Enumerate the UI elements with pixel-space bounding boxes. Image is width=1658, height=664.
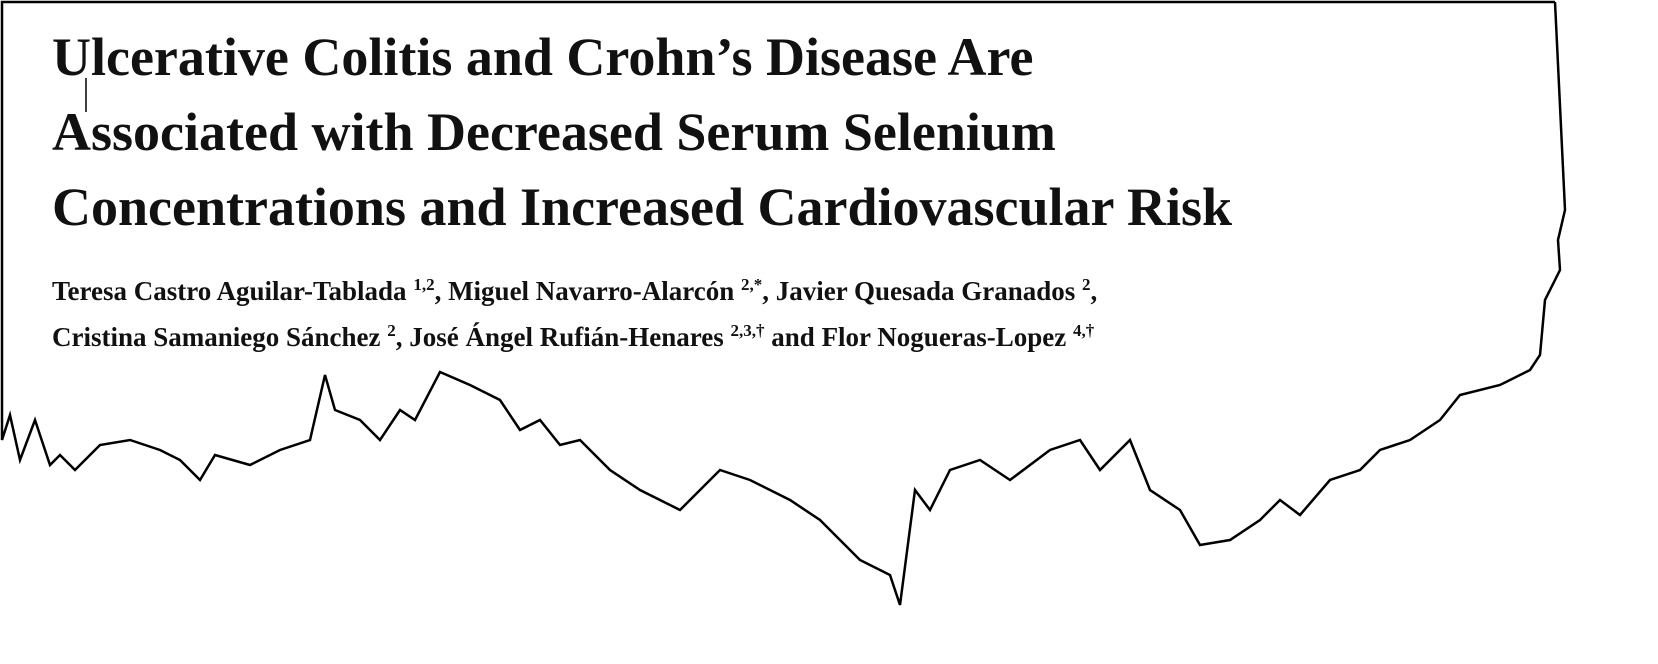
separator: , [762,276,770,306]
affiliation: 2,3,† [730,321,765,340]
separator: , [1090,276,1098,306]
author-name: José Ángel Rufián-Henares [409,322,724,352]
affiliation: 1,2 [413,275,435,294]
separator: , [395,322,403,352]
affiliation: 2 [1082,275,1091,294]
conjunction: and [771,322,815,352]
author-name: Javier Quesada Granados [775,276,1076,306]
author: Teresa Castro Aguilar-Tablada 1,2, [52,276,441,306]
author: José Ángel Rufián-Henares 2,3,† [409,322,764,352]
author-name: Teresa Castro Aguilar-Tablada [52,276,407,306]
title-line: Ulcerative Colitis and Crohn’s Disease A… [52,27,1034,87]
author-line: Cristina Samaniego Sánchez 2, José Ángel… [52,314,1097,360]
title-line: Concentrations and Increased Cardiovascu… [52,177,1233,237]
author-name: Miguel Navarro-Alarcón [448,276,735,306]
author: Miguel Navarro-Alarcón 2,*, [448,276,769,306]
affiliation: 2 [387,321,396,340]
author: Javier Quesada Granados 2, [776,276,1098,306]
separator: , [434,276,442,306]
author-name: Cristina Samaniego Sánchez [52,322,381,352]
author-name: Flor Nogueras-Lopez [821,322,1067,352]
affiliation: 2,* [741,275,763,294]
title-line: Associated with Decreased Serum Selenium [52,102,1056,162]
author-line: Teresa Castro Aguilar-Tablada 1,2, Migue… [52,268,1097,314]
author: and Flor Nogueras-Lopez 4,† [771,322,1094,352]
author-list: Teresa Castro Aguilar-Tablada 1,2, Migue… [52,268,1097,360]
affiliation: 4,† [1073,321,1095,340]
author: Cristina Samaniego Sánchez 2, [52,322,403,352]
paper-title: Ulcerative Colitis and Crohn’s Disease A… [52,20,1232,245]
